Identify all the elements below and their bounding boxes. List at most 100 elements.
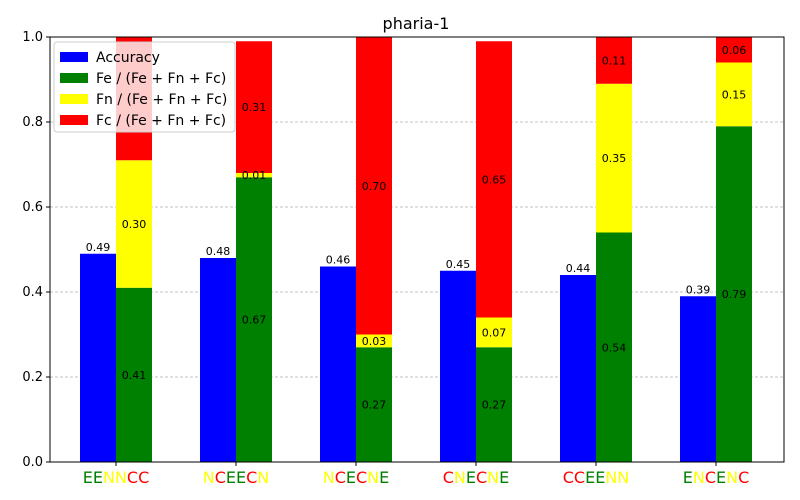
bar-segment-fn: [236, 173, 272, 178]
x-tick-letter: N: [323, 468, 335, 487]
legend-box: [53, 41, 236, 133]
bar-accuracy: [560, 275, 596, 462]
chart-title: pharia-1: [383, 14, 450, 33]
data-label-segment: 0.01: [242, 169, 267, 182]
data-label-segment: 0.54: [602, 341, 627, 354]
data-label-accuracy: 0.39: [686, 283, 711, 296]
bar-accuracy: [80, 253, 116, 462]
x-tick-letter: C: [356, 468, 367, 487]
data-label-accuracy: 0.45: [446, 258, 471, 271]
legend-swatch: [60, 52, 88, 62]
data-label-accuracy: 0.46: [326, 254, 351, 267]
data-label-segment: 0.70: [362, 180, 387, 193]
x-tick-letter: E: [346, 468, 356, 487]
x-tick-letter: N: [454, 468, 466, 487]
x-tick-letter: C: [574, 468, 585, 487]
y-tick-label: 0.4: [22, 285, 43, 300]
bars: [80, 37, 752, 462]
y-tick-label: 0.2: [22, 370, 43, 385]
plot-frame: [49, 36, 785, 463]
legend-swatch: [60, 115, 88, 125]
y-tick-label: 0.8: [22, 115, 43, 130]
x-tick-letter: N: [367, 468, 379, 487]
x-tick-label: CNECNE: [443, 468, 510, 487]
data-label-segment: 0.27: [482, 399, 507, 412]
x-tick-letter: N: [693, 468, 705, 487]
bar-segment-fn: [716, 62, 752, 127]
data-label-segment: 0.30: [122, 218, 147, 231]
x-tick-label: CCEENN: [563, 468, 630, 487]
x-tick-letter: E: [83, 468, 93, 487]
x-tick-letter: E: [466, 468, 476, 487]
legend-entry: Fe / (Fe + Fn + Fc): [96, 71, 226, 87]
bar-accuracy: [440, 270, 476, 462]
bar-segment-fn: [596, 83, 632, 233]
x-tick-letter: C: [563, 468, 574, 487]
y-tick-label: 0.6: [22, 200, 43, 215]
data-label-segment: 0.41: [122, 369, 147, 382]
x-tick-letter: C: [127, 468, 138, 487]
x-tick-letter: N: [605, 468, 617, 487]
y-tick-label: 1.0: [22, 30, 43, 45]
x-tick-letter: C: [335, 468, 346, 487]
legend: Accuracy Fe / (Fe + Fn + Fc) Fn / (Fe + Fn…: [53, 41, 236, 133]
data-label-segment: 0.27: [362, 399, 387, 412]
x-tick-label: ENCENC: [683, 468, 750, 487]
data-label-segment: 0.07: [482, 326, 507, 339]
data-label-segment: 0.15: [722, 88, 747, 101]
x-tick-label: NCEECN: [203, 468, 270, 487]
legend-swatch: [60, 94, 88, 104]
data-label-accuracy: 0.49: [86, 241, 111, 254]
x-tick-label: NCECNE: [323, 468, 390, 487]
x-tick-letter: E: [595, 468, 605, 487]
x-tick-letter: N: [115, 468, 127, 487]
bar-segment-fe: [716, 126, 752, 462]
bar-segment-fc: [596, 37, 632, 84]
bar-segment-fe: [476, 347, 512, 462]
data-label-segment: 0.03: [362, 335, 387, 348]
data-label-accuracy: 0.44: [566, 262, 591, 275]
bar-segment-fn: [356, 334, 392, 348]
x-tick-letter: E: [226, 468, 236, 487]
bar-accuracy: [200, 258, 236, 462]
bar-segment-fc: [476, 41, 512, 318]
x-tick-letter: C: [738, 468, 749, 487]
bar-segment-fe: [116, 287, 152, 462]
data-label-segment: 0.35: [602, 152, 627, 165]
bar-segment-fe: [236, 177, 272, 462]
x-tick-letter: E: [683, 468, 693, 487]
bar-segment-fe: [596, 232, 632, 462]
bar-segment-fc: [356, 37, 392, 335]
x-tick-letter: C: [705, 468, 716, 487]
bar-segment-fn: [116, 160, 152, 288]
x-tick-letter: C: [443, 468, 454, 487]
x-tick-letter: N: [487, 468, 499, 487]
data-label-segment: 0.31: [242, 101, 267, 114]
x-tick-letter: C: [476, 468, 487, 487]
bar-segment-fe: [356, 347, 392, 462]
data-label-segment: 0.79: [722, 288, 747, 301]
x-tick-letter: N: [203, 468, 215, 487]
x-axis: EENNCC NCEECN NCECNE CNECNE CCEENN ENCENC: [83, 462, 750, 487]
data-label-segment: 0.67: [242, 314, 267, 327]
x-tick-letter: C: [138, 468, 149, 487]
data-label-segment: 0.65: [482, 173, 507, 186]
data-label-segment: 0.11: [602, 54, 627, 67]
x-tick-letter: N: [257, 468, 269, 487]
x-tick-letter: E: [236, 468, 246, 487]
y-tick-label: 0.0: [22, 455, 43, 470]
legend-swatch: [60, 73, 88, 83]
x-tick-label: EENNCC: [83, 468, 150, 487]
grid: [50, 121, 784, 378]
x-tick-letter: N: [103, 468, 115, 487]
data-label-accuracy: 0.48: [206, 245, 231, 258]
bar-segment-fc: [716, 37, 752, 63]
bar-accuracy: [680, 296, 716, 462]
x-tick-letter: C: [215, 468, 226, 487]
x-tick-letter: E: [716, 468, 726, 487]
x-tick-letter: E: [499, 468, 509, 487]
bar-segment-fc: [236, 41, 272, 173]
bar-segment-fn: [476, 317, 512, 348]
bar-accuracy: [320, 266, 356, 462]
y-axis: 0.0 0.2 0.4 0.6 0.8 1.0: [22, 30, 50, 470]
